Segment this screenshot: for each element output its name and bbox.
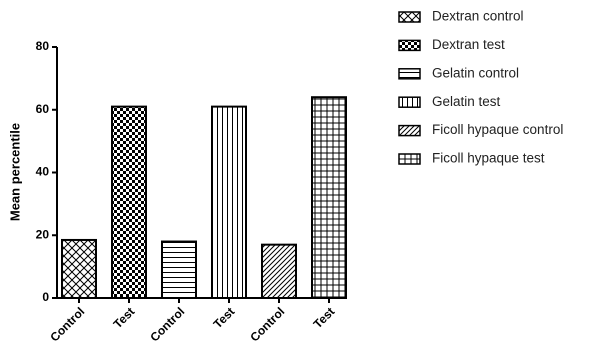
bar <box>211 105 247 299</box>
legend-swatch <box>398 39 421 52</box>
y-tick-label: 0 <box>42 290 49 304</box>
bar <box>261 243 297 300</box>
legend-label: Gelatin control <box>432 65 519 80</box>
y-tick-label: 20 <box>36 227 50 241</box>
y-axis-label: Mean percentile <box>7 123 22 221</box>
x-tick-label: Control <box>147 304 187 344</box>
bar <box>311 96 347 299</box>
legend-swatch <box>398 153 421 165</box>
legend-label: Gelatin test <box>432 94 501 109</box>
legend-swatch <box>398 124 421 137</box>
bar <box>161 240 197 299</box>
x-tick-label: Test <box>211 304 238 331</box>
legend-label: Dextran control <box>432 9 524 24</box>
legend-label: Ficoll hypaque control <box>432 122 563 137</box>
bar <box>111 105 147 299</box>
legend-swatch <box>398 11 421 23</box>
x-tick-label: Control <box>47 304 87 344</box>
legend-swatch <box>398 68 421 80</box>
legend-label: Dextran test <box>432 37 505 52</box>
x-tick-label: Test <box>311 304 338 331</box>
y-tick-label: 60 <box>36 102 50 116</box>
y-tick-label: 40 <box>36 165 50 179</box>
legend-label: Ficoll hypaque test <box>432 151 545 166</box>
x-tick-label: Test <box>111 304 138 331</box>
legend-swatch <box>398 96 421 108</box>
x-tick-label: Control <box>247 304 287 344</box>
y-tick-label: 80 <box>36 39 50 53</box>
bar <box>61 238 97 300</box>
